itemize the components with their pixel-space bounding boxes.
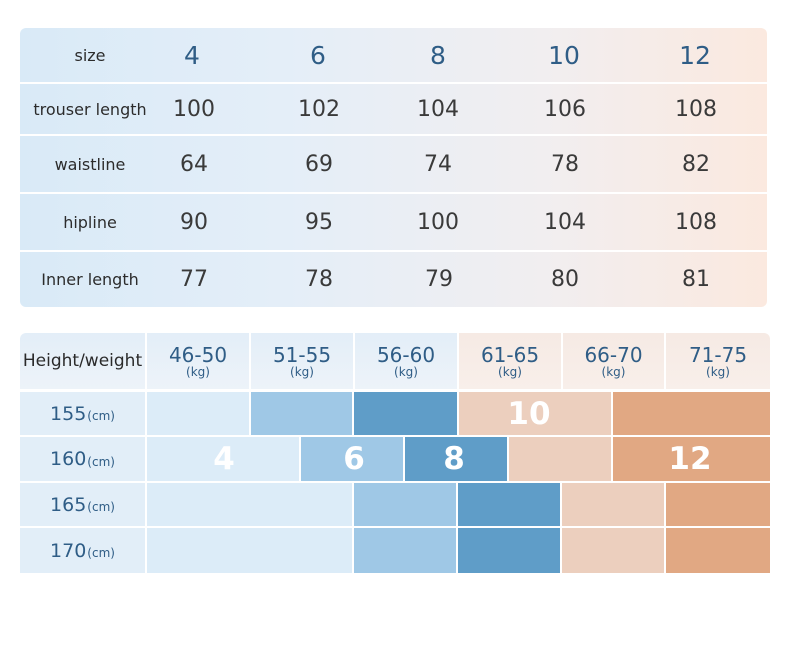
row-divider [20, 192, 767, 194]
size-header-row: size 4 6 8 10 12 [20, 28, 767, 82]
table-cell: 90 [180, 209, 208, 235]
weight-unit: (kg) [290, 364, 314, 379]
table-row: trouser length 100 102 104 106 108 [20, 84, 767, 134]
fit-block-size-12 [613, 437, 770, 481]
height-row-165: 165 (cm) [20, 483, 145, 526]
table-cell: 81 [682, 267, 710, 292]
weight-range: 66-70 [584, 342, 643, 367]
fit-block-size-10 [562, 483, 664, 526]
fit-block-size-6 [354, 483, 456, 526]
fit-size-label-8: 8 [443, 441, 465, 477]
fit-block-size-8 [405, 437, 507, 481]
height-value: 160 [50, 448, 87, 470]
size-col-4: 4 [184, 40, 200, 70]
size-col-12: 12 [679, 40, 711, 70]
weight-unit: (kg) [186, 364, 210, 379]
fit-block-size-4 [147, 483, 352, 526]
fit-block-size-4 [147, 437, 299, 481]
table-cell: 106 [544, 96, 586, 122]
table-cell: 64 [180, 151, 208, 177]
table-cell: 104 [544, 209, 586, 235]
fit-block-size-8 [458, 483, 560, 526]
size-col-8: 8 [430, 40, 446, 70]
weight-range: 56-60 [376, 342, 436, 367]
table-cell: 100 [417, 209, 459, 235]
fit-block-size-4 [147, 528, 352, 573]
table-row: Inner length 77 78 79 80 81 [20, 252, 767, 307]
row-label-hipline: hipline [63, 212, 117, 232]
table-cell: 74 [424, 151, 452, 177]
weight-header-1: 46-50 (kg) [147, 333, 249, 389]
height-unit: (cm) [87, 409, 115, 423]
row-divider [20, 134, 767, 136]
height-row-160: 160 (cm) [20, 437, 145, 481]
table-row: waistline 64 69 74 78 82 [20, 136, 767, 192]
fit-block-size-12 [666, 528, 770, 573]
size-col-6: 6 [310, 40, 326, 70]
fit-block-size-6 [354, 528, 456, 573]
corner-label-cell: Height/weight [20, 333, 145, 389]
fit-block-size-12 [613, 392, 770, 435]
table-cell: 95 [305, 209, 333, 235]
weight-header-4: 61-65 (kg) [459, 333, 561, 389]
height-unit: (cm) [87, 500, 115, 514]
height-row-155: 155 (cm) [20, 392, 145, 435]
table-cell: 79 [425, 267, 453, 292]
table-cell: 104 [417, 96, 459, 122]
fit-size-label-12: 12 [668, 441, 712, 477]
fit-block-size-4 [147, 392, 249, 435]
table-cell: 80 [551, 267, 579, 292]
fit-block-size-10 [562, 528, 664, 573]
table-cell: 78 [551, 151, 579, 177]
row-label-trouser-length: trouser length [33, 99, 147, 119]
fit-block-size-6 [301, 437, 403, 481]
weight-unit: (kg) [498, 364, 522, 379]
row-divider [20, 82, 767, 84]
table-cell: 102 [298, 96, 340, 122]
fit-block-size-12 [666, 483, 770, 526]
height-row-170: 170 (cm) [20, 528, 145, 573]
weight-unit: (kg) [394, 364, 418, 379]
fit-size-label-4: 4 [213, 441, 235, 477]
table-cell: 108 [675, 96, 717, 122]
fit-block-size-6 [251, 392, 352, 435]
fit-size-label-6: 6 [343, 441, 365, 477]
fit-block-size-8 [354, 392, 457, 435]
fit-block-size-10 [459, 392, 611, 435]
height-value: 165 [50, 493, 87, 516]
height-unit: (cm) [87, 454, 115, 469]
size-col-10: 10 [548, 40, 580, 70]
table-cell: 78 [305, 267, 333, 292]
table-cell: 69 [305, 151, 333, 177]
weight-header-6: 71-75 (kg) [666, 333, 770, 389]
weight-range: 71-75 [688, 342, 748, 367]
weight-range: 61-65 [480, 342, 540, 367]
table-row: hipline 90 95 100 104 108 [20, 194, 767, 250]
row-divider [20, 250, 767, 252]
fit-block-size-8 [458, 528, 560, 573]
table-cell: 77 [180, 267, 208, 292]
height-weight-fit-table: Height/weight 46-50 (kg) 51-55 (kg) 56-6… [20, 333, 770, 573]
weight-unit: (kg) [706, 364, 730, 379]
weight-header-2: 51-55 (kg) [251, 333, 353, 389]
row-label-inner-length: Inner length [41, 270, 139, 289]
weight-header-3: 56-60 (kg) [355, 333, 457, 389]
size-header-label: size [74, 45, 106, 65]
table-cell: 100 [173, 96, 215, 122]
fit-size-label-10: 10 [507, 395, 551, 432]
size-measurement-table: size 4 6 8 10 12 trouser length 100 102 … [20, 28, 767, 307]
weight-unit: (kg) [601, 364, 626, 379]
corner-label: Height/weight [22, 351, 143, 371]
weight-range: 51-55 [272, 342, 332, 367]
height-unit: (cm) [87, 546, 115, 560]
fit-block-size-10 [509, 437, 611, 481]
table-cell: 82 [682, 151, 710, 177]
weight-header-5: 66-70 (kg) [563, 333, 664, 389]
weight-range: 46-50 [168, 342, 228, 367]
height-value: 155 [50, 402, 87, 425]
height-value: 170 [50, 539, 87, 562]
table-cell: 108 [675, 209, 717, 235]
row-label-waistline: waistline [54, 154, 126, 174]
